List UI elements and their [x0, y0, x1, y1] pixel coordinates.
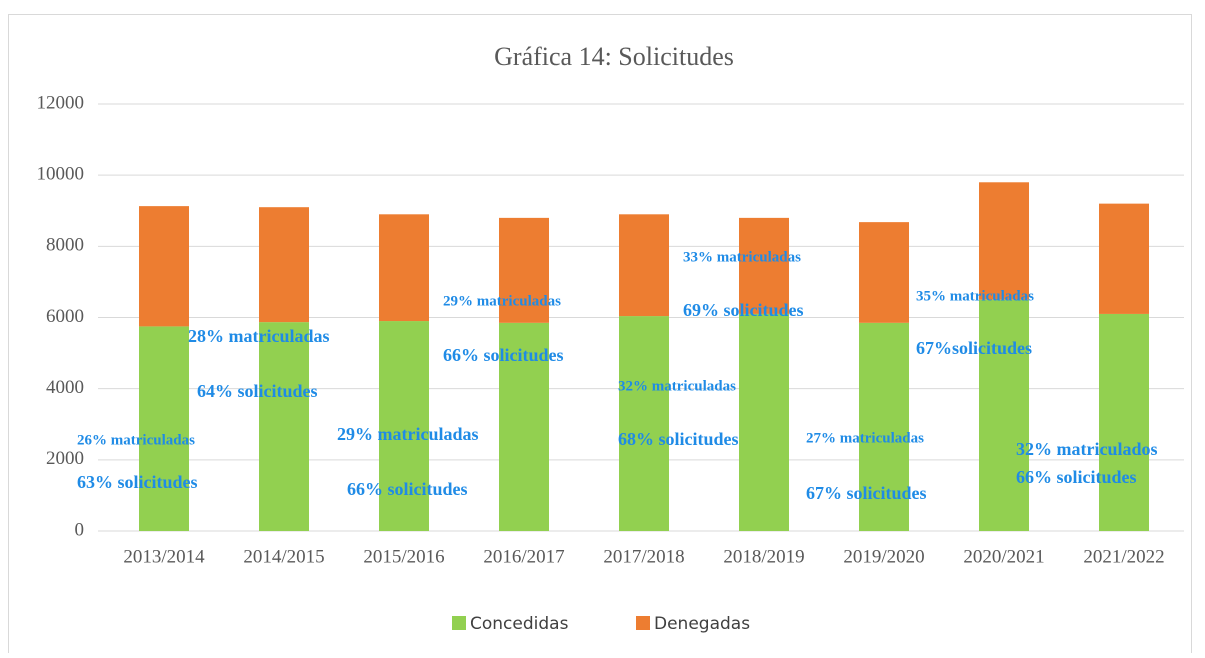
bar-segment [859, 222, 909, 323]
annotation: 33% matriculadas [683, 249, 801, 265]
bar-segment [139, 326, 189, 531]
bar-segment [979, 182, 1029, 300]
y-tick-label: 8000 [46, 235, 84, 256]
x-tick-label: 2017/2018 [603, 546, 684, 567]
x-tick-label: 2018/2019 [723, 546, 804, 567]
bar-segment [1099, 203, 1149, 314]
bar-segment [1099, 313, 1149, 531]
bar-segment [619, 316, 669, 531]
legend-label: Concedidas [470, 614, 569, 634]
x-tick-label: 2016/2017 [483, 546, 564, 567]
bar-segment [499, 217, 549, 323]
annotation: 66% solicitudes [1016, 467, 1137, 487]
bar-segment [619, 214, 669, 317]
bar-segment [379, 321, 429, 531]
x-tick-label: 2020/2021 [963, 546, 1044, 567]
legend-swatch [636, 616, 650, 630]
y-tick-label: 0 [75, 519, 85, 540]
annotation: 69% solicitudes [683, 300, 804, 320]
annotation: 29% matriculadas [443, 293, 561, 309]
annotation: 66% solicitudes [347, 479, 468, 499]
annotation: 32% matriculados [1016, 439, 1158, 459]
x-tick-label: 2014/2015 [243, 546, 324, 567]
x-tick-label: 2015/2016 [363, 546, 444, 567]
annotation: 28% matriculadas [188, 326, 330, 346]
y-tick-label: 10000 [37, 164, 85, 185]
annotation: 68% solicitudes [618, 429, 739, 449]
bar-segment [379, 214, 429, 322]
bar-segment [259, 322, 309, 531]
annotation: 67% solicitudes [806, 483, 927, 503]
y-tick-label: 12000 [37, 92, 85, 113]
annotation: 32% matriculadas [618, 378, 736, 394]
y-tick-label: 4000 [46, 377, 84, 398]
annotation: 63% solicitudes [77, 472, 198, 492]
bar-segment [979, 299, 1029, 531]
chart-title: Gráfica 14: Solicitudes [494, 42, 734, 71]
y-tick-label: 2000 [46, 448, 84, 469]
legend-label: Denegadas [654, 614, 750, 634]
bar-segment [139, 206, 189, 327]
x-tick-label: 2019/2020 [843, 546, 924, 567]
x-tick-label: 2021/2022 [1083, 546, 1164, 567]
annotation: 66% solicitudes [443, 345, 564, 365]
bar-segment [259, 207, 309, 323]
annotation: 26% matriculadas [77, 432, 195, 448]
bar-segment [499, 322, 549, 531]
x-tick-label: 2013/2014 [123, 546, 205, 567]
y-tick-label: 6000 [46, 306, 84, 327]
bar-segment [739, 313, 789, 531]
legend-swatch [452, 616, 466, 630]
bar-segment [739, 217, 789, 314]
annotation: 27% matriculadas [806, 430, 924, 446]
annotation: 35% matriculadas [916, 288, 1034, 304]
annotation: 29% matriculadas [337, 424, 479, 444]
annotation: 64% solicitudes [197, 381, 318, 401]
annotation: 67%solicitudes [916, 338, 1032, 358]
bar-segment [859, 322, 909, 531]
